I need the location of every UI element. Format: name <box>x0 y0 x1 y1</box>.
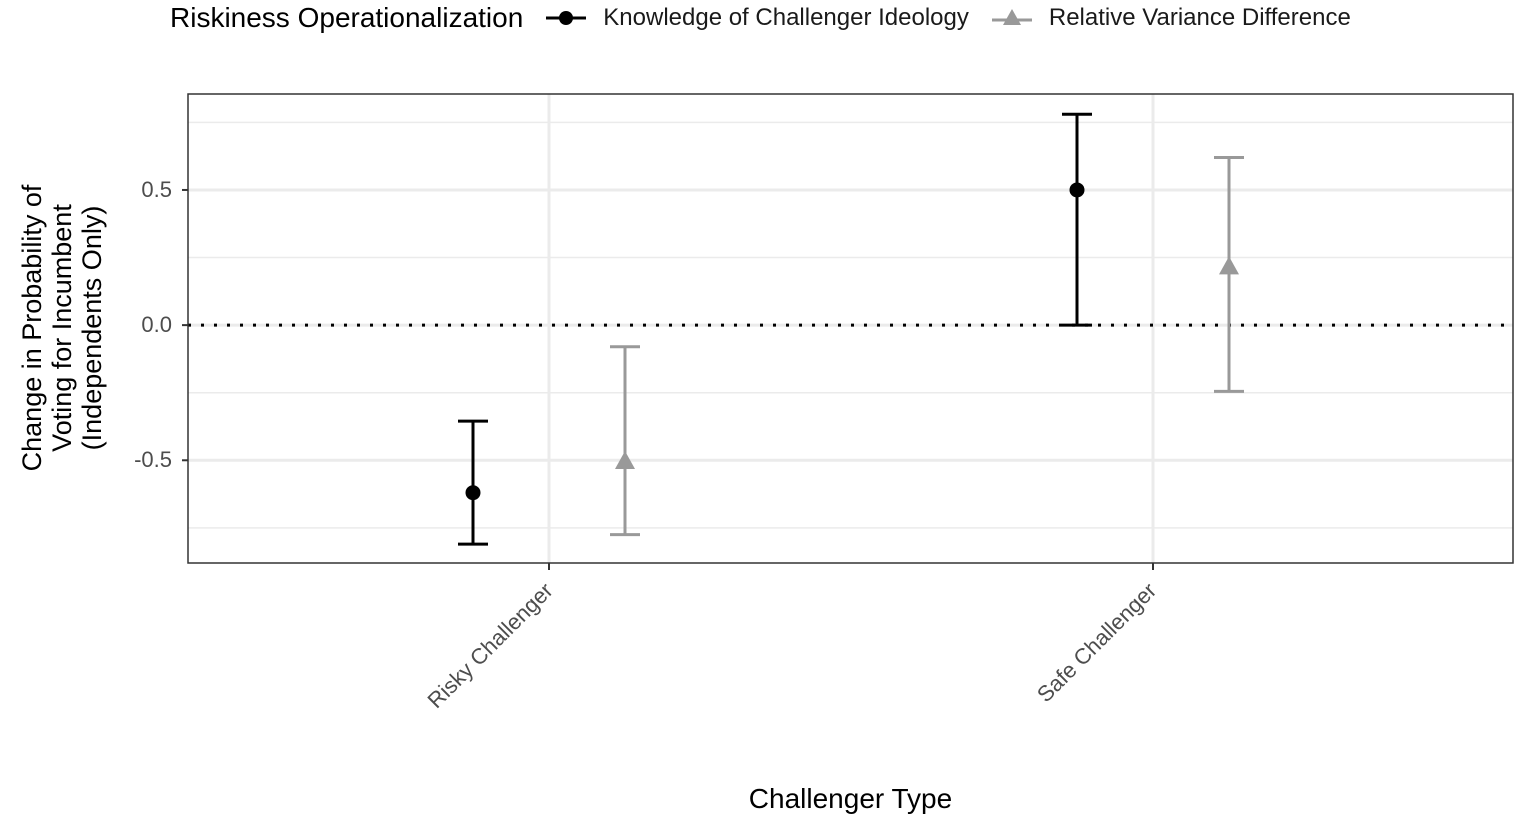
circle-marker-icon <box>1069 182 1085 198</box>
legend-item-relative-variance: Relative Variance Difference <box>989 3 1351 33</box>
y-tick-label: 0.0 <box>141 312 172 337</box>
panel-border <box>187 93 1514 564</box>
x-axis-title: Challenger Type <box>748 783 953 814</box>
circle-marker-icon <box>546 11 587 25</box>
legend-label-relative-variance: Relative Variance Difference <box>1048 4 1351 31</box>
legend-label-knowledge: Knowledge of Challenger Ideology <box>603 4 969 31</box>
y-tick-label: 0.5 <box>141 177 172 202</box>
legend: Riskiness Operationalization Knowledge o… <box>170 0 1371 36</box>
triangle-marker-icon <box>1219 256 1239 275</box>
legend-title: Riskiness Operationalization <box>170 2 524 33</box>
triangle-marker-icon <box>615 450 635 469</box>
panel-background <box>188 94 1513 563</box>
legend-item-knowledge: Knowledge of Challenger Ideology <box>543 3 969 33</box>
triangle-marker-icon <box>991 9 1032 25</box>
y-tick-label: -0.5 <box>134 447 172 472</box>
circle-marker-icon <box>465 485 481 501</box>
